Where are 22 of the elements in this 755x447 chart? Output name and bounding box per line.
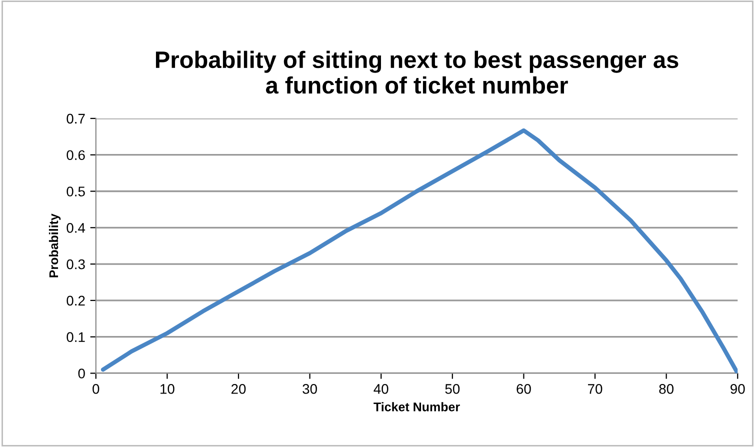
chart-title: Probability of sitting next to best passenger as a function of ticket number xyxy=(156,50,678,94)
x-tick-label: 40 xyxy=(374,384,388,394)
x-tick-label: 80 xyxy=(659,384,674,394)
x-tick-label: 30 xyxy=(302,384,317,394)
y-tick-label: 0.1 xyxy=(66,332,85,342)
x-tick-label: 0 xyxy=(92,384,100,394)
x-axis-title: Ticket Number xyxy=(374,402,460,412)
y-axis-title: Probability xyxy=(48,214,61,278)
y-tick-label: 0.6 xyxy=(66,150,85,160)
y-tick-label: 0.3 xyxy=(66,259,85,270)
x-tick-label: 20 xyxy=(231,384,246,394)
y-tick-label: 0 xyxy=(78,368,85,378)
x-tick-label: 60 xyxy=(516,384,531,394)
y-tick-label: 0.5 xyxy=(66,186,85,196)
y-tick-label: 0.2 xyxy=(66,296,85,306)
x-tick-label: 10 xyxy=(160,384,174,394)
y-tick-label: 0.7 xyxy=(66,114,85,124)
line-series xyxy=(100,128,738,374)
x-tick-label: 90 xyxy=(730,384,745,394)
x-tick-label: 70 xyxy=(588,384,602,394)
y-tick-label: 0.4 xyxy=(66,222,86,233)
x-tick-label: 50 xyxy=(445,384,460,394)
